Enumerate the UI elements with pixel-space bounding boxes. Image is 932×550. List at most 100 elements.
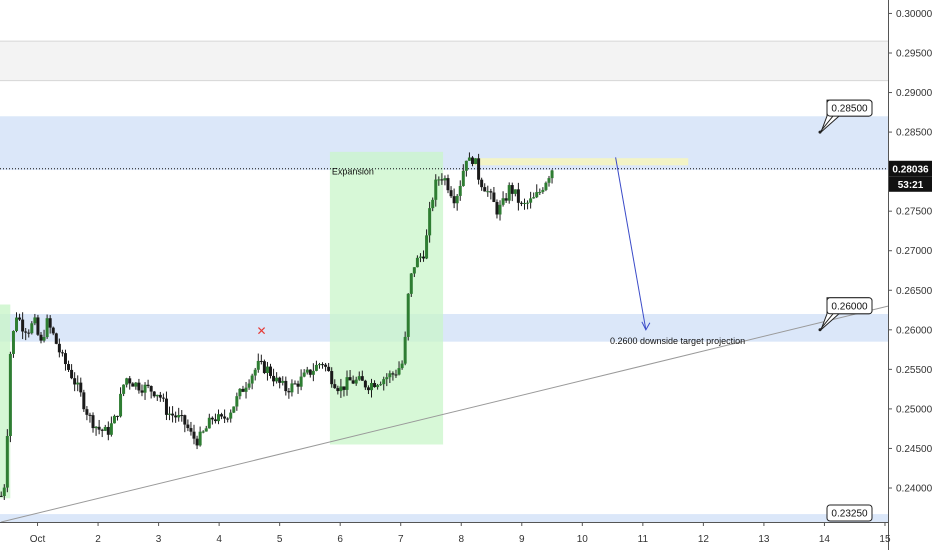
candle-body [18, 317, 22, 320]
price-callout: 0.28500 [818, 99, 873, 134]
candle-body [97, 426, 101, 430]
candle [275, 372, 279, 384]
candle-body [535, 192, 539, 198]
candle-body [210, 417, 214, 420]
candle-body [174, 415, 178, 418]
candle-body [85, 409, 89, 415]
x-tick-label: 5 [277, 534, 283, 545]
candle [354, 376, 358, 386]
y-tick-label: 0.29500 [896, 48, 932, 59]
candle [342, 386, 346, 397]
candle [100, 428, 104, 438]
candle-body [8, 353, 12, 437]
candle [507, 182, 511, 204]
candle-body [73, 378, 77, 385]
x-tick-label: Oct [30, 534, 46, 545]
candle-body [348, 377, 352, 381]
candle-body [223, 416, 227, 419]
candle [103, 424, 107, 432]
candle-body [119, 393, 123, 417]
x-tick-label: 14 [819, 534, 831, 545]
candle-body [363, 380, 367, 388]
candle [281, 376, 285, 386]
candle [330, 367, 334, 388]
candle [51, 326, 55, 336]
candle-body [480, 179, 484, 188]
candle [290, 379, 294, 397]
candle-body [140, 390, 144, 393]
candle-body [122, 384, 126, 394]
candle-body [388, 373, 392, 378]
candle-body [269, 366, 273, 376]
projection-arrow-head [641, 321, 651, 331]
candle-body [354, 379, 358, 384]
callout-dot [818, 328, 822, 332]
candle-body [33, 317, 37, 324]
candle-body [0, 495, 3, 497]
candle [440, 173, 444, 185]
callout-label: 0.26000 [831, 301, 868, 312]
candle [293, 380, 297, 385]
candle-body [308, 369, 312, 375]
candle-body [342, 386, 346, 390]
candle-body [452, 196, 456, 204]
candle-body [278, 377, 282, 383]
candle-body [431, 199, 435, 209]
candle [526, 200, 530, 210]
candle [259, 354, 263, 365]
candle-body [27, 332, 31, 334]
candle [36, 314, 40, 336]
candle [388, 370, 392, 384]
candle-body [183, 415, 187, 425]
candle-body [88, 414, 92, 416]
candle-body [100, 429, 104, 431]
candle [42, 329, 46, 343]
candle-body [394, 374, 398, 376]
candle [171, 406, 175, 423]
candle-body [259, 360, 263, 362]
candle-body [523, 202, 527, 204]
candle [477, 153, 481, 185]
candle [8, 351, 12, 443]
candle [155, 394, 159, 401]
candle-body [495, 201, 499, 215]
candle-body [415, 257, 419, 268]
candle-body [195, 438, 199, 446]
candle-body [302, 372, 306, 377]
candle [403, 331, 407, 366]
candle-body [305, 369, 309, 373]
candle [446, 174, 450, 194]
candle [109, 416, 113, 437]
candle [299, 369, 303, 391]
candle-body [284, 380, 288, 392]
candle-body [373, 383, 377, 388]
candle [174, 411, 178, 423]
candle-body [128, 378, 132, 384]
candle [431, 197, 435, 212]
candle [15, 312, 19, 333]
candle [357, 371, 361, 381]
callout-box [826, 297, 873, 315]
candle [18, 313, 22, 321]
candle [115, 415, 119, 421]
candle [296, 380, 300, 394]
candle [336, 385, 340, 395]
candle-body [220, 414, 224, 417]
candle-body [63, 353, 67, 365]
candle [232, 406, 236, 414]
candle-body [112, 415, 116, 424]
y-tick-label: 0.25500 [896, 365, 932, 376]
callout-box [826, 99, 873, 117]
candle [504, 192, 508, 203]
x-tick-label: 9 [519, 534, 525, 545]
candle [168, 406, 172, 421]
candle-body [57, 343, 61, 353]
candle-body [106, 426, 110, 435]
candle [284, 376, 288, 396]
x-tick-label: 7 [398, 534, 404, 545]
callout-pointer [819, 115, 834, 133]
candle-body [376, 385, 380, 388]
candle-body [492, 192, 496, 202]
candle-body [146, 384, 150, 387]
